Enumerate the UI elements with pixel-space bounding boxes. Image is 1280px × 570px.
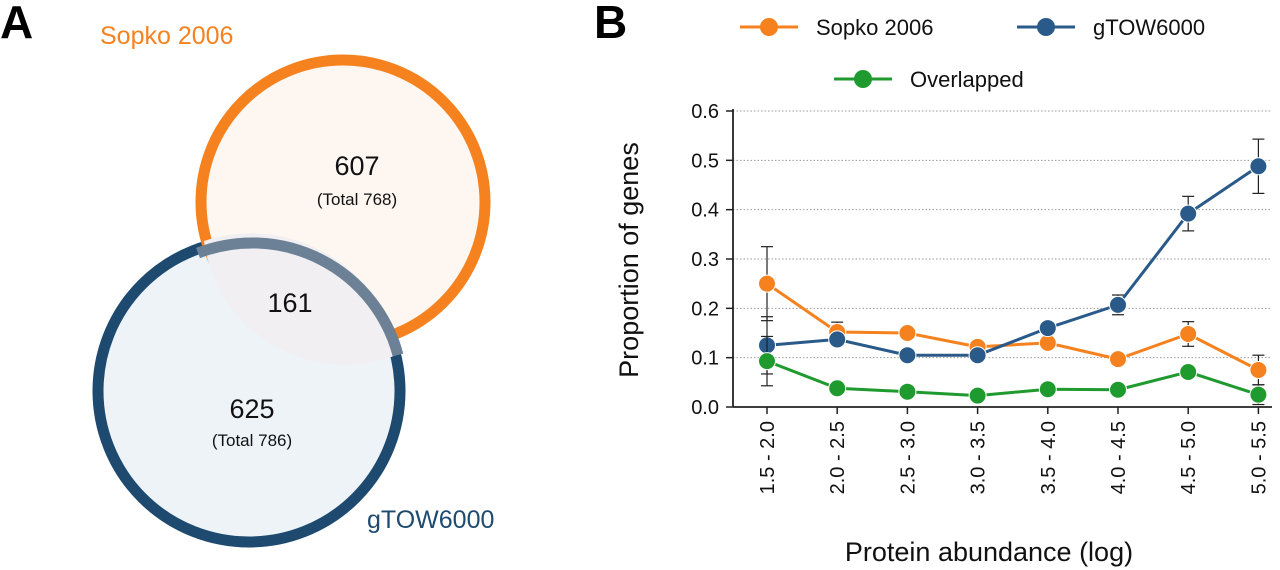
legend-marker	[1037, 18, 1055, 36]
venn-set1-label: Sopko 2006	[100, 22, 233, 50]
data-point	[1249, 361, 1268, 379]
legend-item: gTOW6000	[1017, 15, 1205, 40]
legend-label: Overlapped	[910, 67, 1024, 92]
venn-set1-total: (Total 768)	[317, 190, 397, 209]
data-point	[1109, 350, 1127, 369]
data-point	[1179, 362, 1198, 381]
venn-overlap-arc	[196, 237, 404, 357]
data-point	[758, 352, 776, 371]
chart-legend: Sopko 2006 gTOW6000 Overlapped	[740, 15, 1205, 92]
data-point	[828, 330, 847, 349]
data-point	[1179, 324, 1198, 343]
panel-b-letter: B	[594, 0, 627, 48]
data-point	[1249, 385, 1268, 404]
legend-item: Sopko 2006	[740, 15, 933, 40]
series-line	[766, 165, 1260, 357]
data-point	[968, 386, 987, 405]
y-tick-label: 0.5	[691, 150, 719, 172]
legend-marker	[854, 70, 872, 88]
line-chart: B Sopko 2006 gTOW6000 Overlapped 0.0 0.1 0.2…	[594, 0, 1272, 567]
data-point	[1249, 157, 1268, 176]
x-tick-label: 4.5 - 5.0	[1178, 421, 1200, 494]
series-sopko-2006	[758, 246, 1268, 386]
x-tick-label: 4.0 - 4.5	[1108, 421, 1130, 494]
venn-overlap-region	[204, 233, 399, 365]
venn-overlap-count: 161	[267, 288, 312, 318]
y-tick-label: 0.2	[691, 298, 719, 320]
x-tick-label: 2.0 - 2.5	[827, 421, 849, 494]
y-tick-label: 0.1	[691, 348, 719, 370]
venn-diagram: A Sopko 2006 607 (Total 768) 161 625 (To…	[0, 0, 494, 548]
x-tick-label: 3.5 - 4.0	[1038, 421, 1060, 494]
y-axis-title: Proportion of genes	[614, 142, 644, 378]
x-tick-label: 5.0 - 5.5	[1248, 421, 1270, 494]
data-point	[898, 324, 917, 342]
legend-marker	[760, 18, 778, 36]
series-line	[766, 282, 1260, 372]
x-tick-label: 3.0 - 3.5	[968, 421, 990, 494]
data-point	[1038, 380, 1057, 399]
panel-a-letter: A	[0, 0, 33, 48]
legend-label: Sopko 2006	[816, 15, 933, 40]
chart-series	[758, 138, 1268, 406]
series-overlapped	[758, 335, 1268, 406]
data-point	[898, 382, 917, 401]
x-axis-title: Protein abundance (log)	[845, 537, 1133, 567]
chart-gridlines	[733, 110, 1270, 359]
data-point	[758, 274, 776, 293]
data-point	[1038, 319, 1057, 338]
chart-axes: 0.0 0.1 0.2 0.3 0.4 0.5 0.6 1.5 - 2.0 2.0 - 2.5 2…	[691, 101, 1272, 494]
venn-set2-label: gTOW6000	[367, 506, 494, 534]
venn-set2-total: (Total 786)	[212, 431, 292, 450]
legend-label: gTOW6000	[1093, 15, 1205, 40]
y-tick-label: 0.3	[691, 249, 719, 271]
venn-set1-only-count: 607	[334, 151, 379, 181]
data-point	[828, 379, 847, 398]
data-point	[1109, 380, 1127, 399]
legend-item: Overlapped	[834, 67, 1024, 92]
data-point	[968, 346, 987, 365]
venn-set2-only-count: 625	[229, 394, 274, 424]
data-point	[898, 346, 917, 365]
y-tick-label: 0.0	[691, 397, 719, 419]
y-tick-label: 0.6	[691, 101, 719, 123]
series-gtow6000	[758, 138, 1268, 375]
x-tick-label: 2.5 - 3.0	[897, 421, 919, 494]
y-tick-label: 0.4	[691, 200, 719, 222]
series-line	[766, 359, 1259, 398]
data-point	[1179, 204, 1198, 223]
x-tick-label: 1.5 - 2.0	[757, 421, 779, 494]
data-point	[1109, 295, 1127, 314]
